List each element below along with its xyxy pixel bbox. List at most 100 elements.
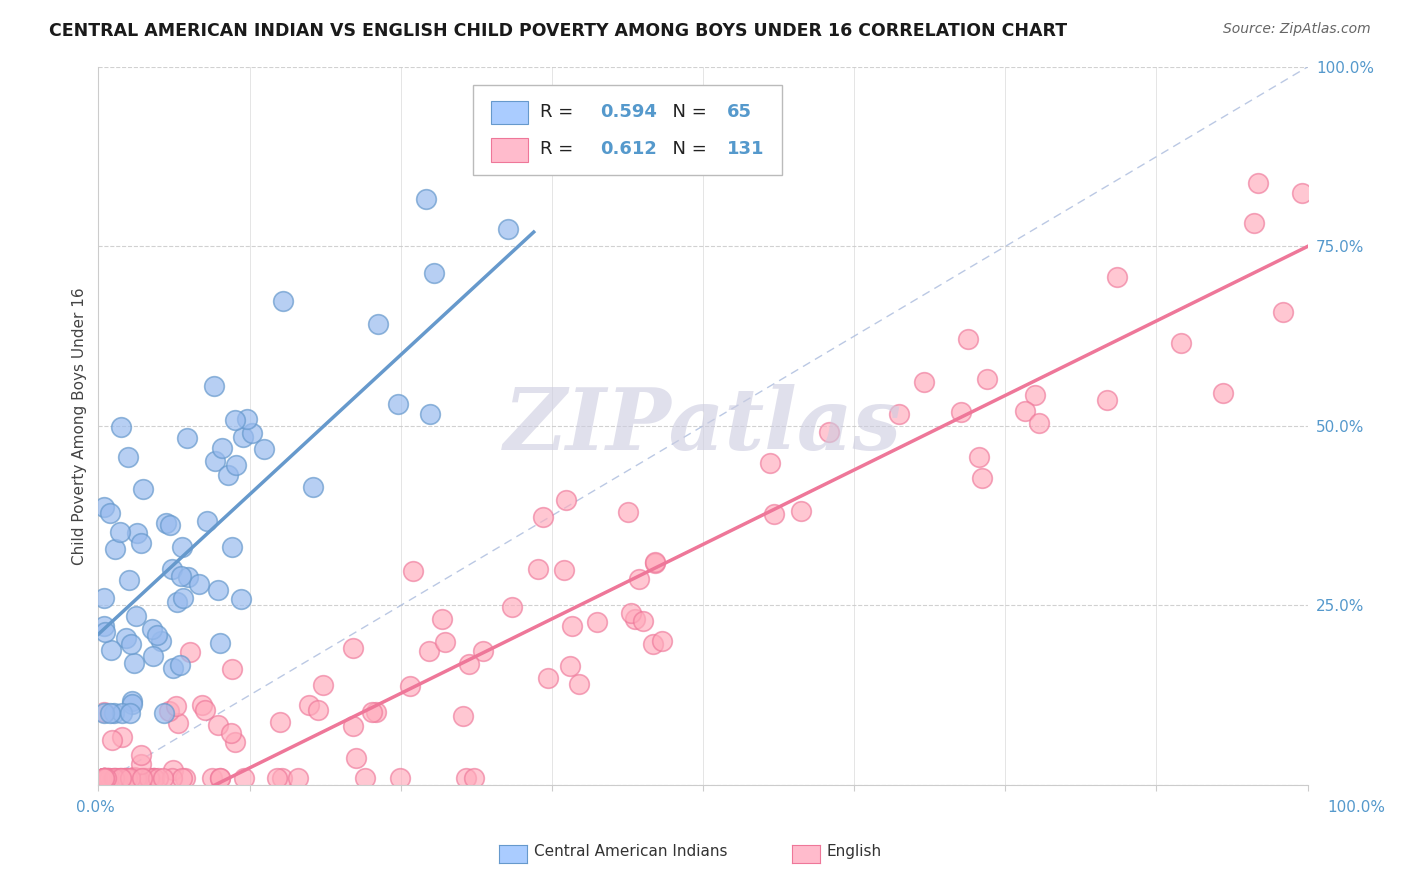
Point [271, 294, 294, 309]
Point [790, 504, 813, 518]
Point [142, 649, 165, 664]
Point [125, 609, 148, 624]
Point [555, 493, 578, 508]
Text: ZIPatlas: ZIPatlas [503, 384, 903, 467]
Point [121, 697, 143, 711]
Point [976, 372, 998, 386]
Point [101, 771, 124, 785]
Point [253, 442, 276, 456]
Point [221, 540, 243, 554]
Point [129, 536, 152, 550]
Point [887, 407, 910, 421]
Point [1170, 335, 1192, 350]
Point [367, 318, 389, 332]
Point [957, 332, 980, 346]
Point [912, 375, 935, 389]
Point [301, 480, 323, 494]
Point [96, 771, 118, 785]
Point [93, 591, 115, 605]
Point [120, 771, 142, 785]
Point [98, 706, 121, 721]
Text: R =: R = [540, 103, 579, 121]
Point [617, 505, 640, 519]
Point [165, 699, 187, 714]
Point [132, 771, 155, 785]
Point [307, 703, 329, 717]
Point [100, 643, 122, 657]
Point [207, 717, 229, 731]
Point [117, 771, 139, 785]
Point [141, 622, 163, 636]
Point [170, 540, 193, 554]
Point [644, 556, 666, 570]
Point [298, 698, 321, 713]
Point [97, 771, 120, 785]
Point [118, 771, 141, 785]
Point [354, 771, 377, 785]
Point [93, 618, 115, 632]
Point [157, 704, 180, 718]
Point [121, 694, 143, 708]
Point [115, 632, 138, 646]
Text: R =: R = [540, 140, 579, 159]
Point [121, 771, 143, 785]
Point [568, 677, 591, 691]
Point [1028, 416, 1050, 430]
Point [342, 719, 364, 733]
Point [170, 771, 193, 785]
Point [162, 661, 184, 675]
Point [451, 709, 474, 723]
Point [560, 659, 582, 673]
Point [124, 770, 146, 784]
Point [172, 591, 194, 605]
Point [110, 706, 132, 721]
Point [129, 748, 152, 763]
Point [415, 192, 437, 206]
Point [120, 771, 142, 785]
Point [142, 771, 165, 785]
Point [1014, 404, 1036, 418]
Point [93, 771, 115, 785]
Point [177, 570, 200, 584]
Point [463, 771, 485, 785]
Point [225, 458, 247, 472]
Point [152, 771, 174, 785]
Point [93, 705, 115, 719]
Point [620, 606, 643, 620]
Point [643, 637, 665, 651]
Point [399, 679, 422, 693]
Point [624, 612, 647, 626]
Point [104, 541, 127, 556]
Point [434, 634, 457, 648]
Point [269, 714, 291, 729]
Point [194, 703, 217, 717]
Point [118, 573, 141, 587]
Point [188, 577, 211, 591]
Point [179, 645, 201, 659]
Bar [492, 138, 527, 161]
Point [224, 735, 246, 749]
Point [191, 698, 214, 713]
Point [129, 757, 152, 772]
Point [312, 678, 335, 692]
Text: N =: N = [661, 140, 713, 159]
Text: Source: ZipAtlas.com: Source: ZipAtlas.com [1223, 22, 1371, 37]
Point [633, 614, 655, 628]
Text: Central American Indians: Central American Indians [534, 845, 728, 859]
Point [98, 506, 121, 520]
Point [143, 771, 166, 785]
Point [537, 671, 560, 685]
Point [204, 379, 226, 393]
Point [208, 636, 231, 650]
Text: CENTRAL AMERICAN INDIAN VS ENGLISH CHILD POVERTY AMONG BOYS UNDER 16 CORRELATION: CENTRAL AMERICAN INDIAN VS ENGLISH CHILD… [49, 22, 1067, 40]
Point [501, 599, 523, 614]
Point [1272, 305, 1295, 319]
Point [146, 771, 169, 785]
Point [197, 514, 219, 528]
Point [160, 562, 183, 576]
Point [93, 771, 115, 785]
Point [366, 705, 388, 719]
Point [152, 706, 174, 721]
Point [219, 726, 242, 740]
Point [496, 222, 519, 236]
